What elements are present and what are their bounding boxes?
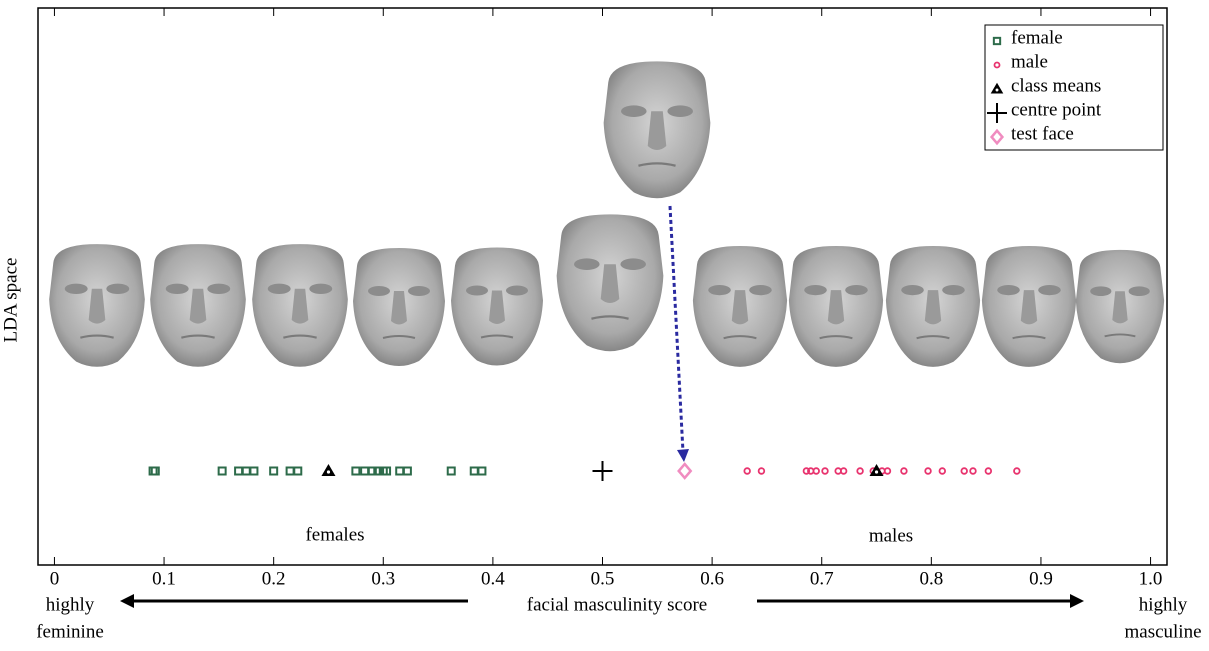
group-label: females [305,524,364,545]
point [219,468,226,475]
point [270,468,277,475]
x-tick-label: 0.7 [810,568,834,589]
point [925,468,931,474]
legend-label: female [1011,27,1063,48]
group-label: males [869,525,913,546]
marker-dot [996,89,999,92]
point [593,461,613,481]
chart: LDA space females males facial masculini… [0,0,1209,646]
point [294,468,301,475]
legend-label: test face [1011,123,1074,144]
point [759,468,765,474]
point [361,468,368,475]
point [152,468,159,475]
marker-dot [327,470,330,473]
point [287,468,294,475]
point [939,468,945,474]
high-label: masculine [1124,621,1201,642]
legend-label: class means [1011,75,1101,96]
arrowhead [1070,594,1084,608]
x-tick-label: 0.3 [371,568,395,589]
point [961,468,967,474]
point [321,464,335,476]
legend-label: centre point [1011,99,1102,120]
x-axis-label: facial masculinity score [527,594,707,615]
arrowhead [120,594,134,608]
point [250,468,257,475]
point [150,468,157,475]
y-axis-label: LDA space [0,258,21,343]
legend-label: male [1011,51,1048,72]
point [478,468,485,475]
point [243,468,250,475]
projection-arrowhead [677,449,689,462]
x-tick-label: 0 [50,568,60,589]
point [813,468,819,474]
high-label: highly [1139,594,1188,615]
x-tick-label: 0.9 [1029,568,1053,589]
point [352,468,359,475]
x-tick-label: 1.0 [1139,568,1163,589]
point [404,468,411,475]
x-tick-label: 0.1 [152,568,176,589]
point [822,468,828,474]
projection-arrow [670,206,683,452]
point [901,468,907,474]
point [870,464,884,476]
x-tick-label: 0.8 [919,568,943,589]
point [396,468,403,475]
x-tick-label: 0.5 [591,568,615,589]
point [744,468,750,474]
point [970,468,976,474]
x-tick-label: 0.4 [481,568,505,589]
x-tick-label: 0.6 [700,568,724,589]
marker-dot [875,470,878,473]
low-label: feminine [36,621,104,642]
point [841,468,847,474]
point [857,468,863,474]
point [679,464,691,478]
point [235,468,242,475]
point [986,468,992,474]
x-tick-label: 0.2 [262,568,286,589]
point [471,468,478,475]
point [448,468,455,475]
point [1014,468,1020,474]
low-label: highly [46,594,95,615]
point [885,468,891,474]
